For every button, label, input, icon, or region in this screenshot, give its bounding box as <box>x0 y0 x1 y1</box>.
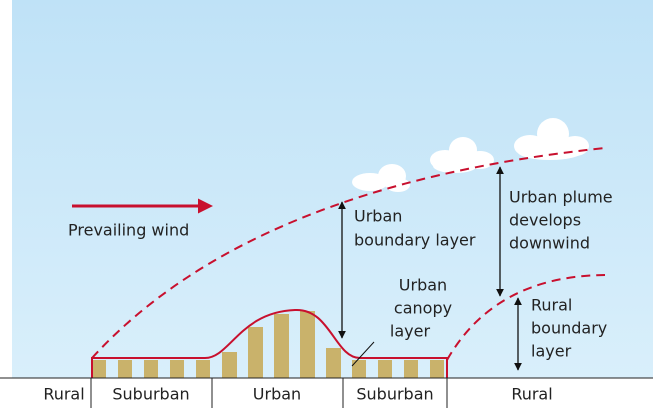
plume-label: Urban plume <box>509 188 613 207</box>
zone-label: Suburban <box>112 385 189 404</box>
plume-label: downwind <box>509 234 590 253</box>
rural-bl-label: layer <box>531 342 572 361</box>
sky <box>12 0 653 378</box>
clouds <box>352 118 589 192</box>
zone-label: Rural <box>511 385 552 404</box>
buildings <box>92 311 444 378</box>
canopy-label: Urban <box>399 276 447 295</box>
rural-boundary-line <box>446 274 606 361</box>
canopy-line <box>91 308 448 378</box>
rural-bl-label: Rural <box>531 296 572 315</box>
canopy-pointer <box>351 341 375 367</box>
rural-bl-label: boundary <box>531 319 607 338</box>
zone-label: Rural <box>43 385 84 404</box>
canopy-label: canopy <box>394 299 452 318</box>
zone-label: Suburban <box>356 385 433 404</box>
wind-label: Prevailing wind <box>68 221 189 240</box>
urban-bl-label: boundary layer <box>354 231 476 250</box>
zone-label: Urban <box>253 385 301 404</box>
urban-bl-label: Urban <box>354 207 402 226</box>
canopy-label: layer <box>390 322 431 341</box>
urban-boundary-line <box>91 147 606 359</box>
ground-bar <box>0 377 653 408</box>
plume-label: develops <box>509 211 581 230</box>
